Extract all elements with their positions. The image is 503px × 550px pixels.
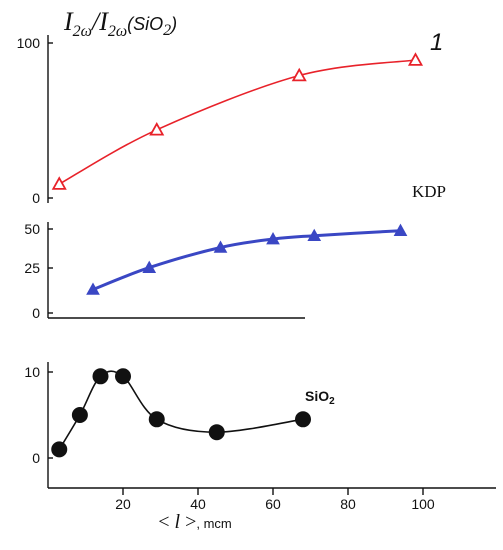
bottom-data-point-0	[51, 441, 68, 458]
sio2-sub: 2	[329, 396, 335, 407]
mid-data-point-4	[307, 228, 322, 242]
panel-middle: 50 25 0 KDP	[24, 182, 446, 321]
mid-data-point-5	[393, 223, 408, 236]
top-curve-annotation: 1	[430, 29, 443, 56]
mid-data-point-0	[86, 282, 100, 295]
bottom-data-point-5	[208, 424, 225, 441]
xlabel-unit: , mcm	[196, 516, 231, 531]
title-I: I	[63, 7, 74, 36]
sio2-main: SiO	[305, 388, 329, 404]
top-ytick-label-100: 100	[17, 35, 41, 51]
top-data-point-3	[407, 52, 424, 66]
title-paren-open: (SiO	[127, 14, 163, 34]
x-axis-label: < l >, mcm	[158, 511, 232, 533]
bottom-data-point-6	[295, 411, 311, 428]
mid-ytick-label-50: 50	[24, 221, 40, 237]
xlabel-close: >	[180, 511, 196, 533]
xlabel-l: l	[175, 511, 181, 533]
top-series-marks	[51, 52, 424, 190]
mid-data-point-2	[213, 240, 228, 253]
mid-ytick-label-0: 0	[32, 305, 40, 321]
bottom-data-point-3	[115, 368, 131, 385]
panel-top: 100 0 I2ω/I2ω(SiO2) 1	[17, 7, 444, 206]
bottom-series-line	[58, 370, 304, 450]
mid-series-marks	[86, 223, 408, 295]
x-tick-label-60: 60	[265, 496, 281, 512]
title-paren-close: )	[169, 14, 177, 34]
top-data-point-2	[291, 67, 307, 82]
mid-series-line	[92, 229, 401, 291]
panel-bottom: 10 0 SiO2 20 40 60 80 100 < l >, mcm	[24, 362, 496, 533]
top-title: I2ω/I2ω(SiO2)	[63, 7, 177, 40]
x-tick-label-80: 80	[340, 496, 356, 512]
mid-data-point-3	[266, 232, 280, 245]
mid-curve-annotation: KDP	[412, 182, 446, 201]
bottom-ytick-label-0: 0	[32, 450, 40, 466]
title-I2: I	[98, 7, 109, 36]
top-data-point-0	[51, 176, 67, 190]
x-tick-group: 20 40 60 80 100	[115, 488, 435, 512]
bottom-curve-annotation: SiO2	[305, 388, 335, 407]
x-tick-label-100: 100	[411, 496, 435, 512]
bottom-data-point-1	[71, 407, 88, 423]
title-slash: /	[90, 7, 102, 36]
bottom-data-point-2	[92, 368, 109, 385]
top-series-line	[58, 59, 416, 185]
bottom-series-marks	[51, 368, 311, 458]
bottom-data-point-4	[148, 411, 165, 428]
top-ytick-label-0: 0	[32, 190, 40, 206]
x-tick-label-20: 20	[115, 496, 131, 512]
mid-data-point-1	[142, 260, 157, 273]
mid-ytick-label-25: 25	[24, 260, 40, 276]
x-tick-label-40: 40	[190, 496, 206, 512]
title-omega-sub-2: 2ω	[108, 23, 127, 40]
title-paren-sub: 2	[163, 22, 171, 39]
bottom-ytick-label-10: 10	[24, 364, 40, 380]
top-data-point-1	[149, 121, 165, 136]
xlabel-open: <	[158, 511, 174, 533]
title-omega-sub: 2ω	[73, 23, 92, 40]
